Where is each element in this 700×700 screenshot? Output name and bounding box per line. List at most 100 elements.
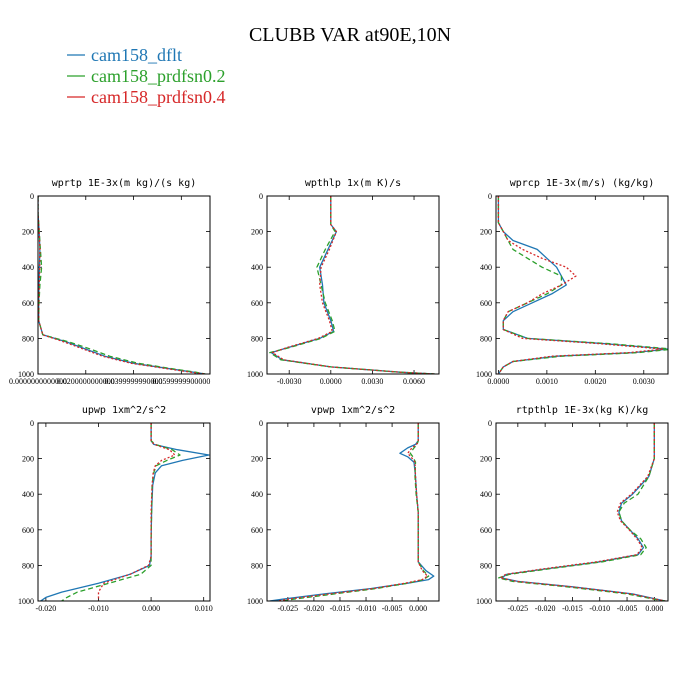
x-tick-label: -0.020: [535, 604, 556, 613]
y-tick-label: 400: [22, 263, 34, 272]
legend-entry: cam158_dflt: [67, 45, 182, 65]
x-tick-label: 0.0399999990000: [105, 377, 163, 386]
panels: wprtp 1E-3x(m kg)/(s kg) 0 200 400 600 800 100…: [9, 178, 669, 613]
y-tick-label: 800: [251, 561, 263, 570]
series-line: [500, 423, 666, 601]
y-tick-label: 0: [259, 192, 263, 201]
x-tick-label: -0.005: [382, 604, 403, 613]
plot-frame: [266, 422, 440, 602]
x-tick-label: 0.0020: [584, 377, 606, 386]
y-tick-label: 800: [22, 561, 34, 570]
x-tick-label: 0.0599999900000: [152, 377, 210, 386]
y-tick-label: 1000: [18, 597, 34, 606]
y-tick-label: 600: [480, 526, 492, 535]
y-tick-label: 800: [251, 334, 263, 343]
x-tick-label: -0.020: [304, 604, 325, 613]
series-line: [271, 196, 435, 374]
y-tick-label: 400: [480, 490, 492, 499]
plot-frame: [266, 195, 440, 375]
y-tick-label: 400: [22, 490, 34, 499]
x-tick-label: 0.0000000000000: [9, 377, 67, 386]
x-tick-label: 0.0000: [320, 377, 342, 386]
x-tick-label: 0.0030: [361, 377, 383, 386]
series-line: [38, 196, 206, 374]
chart-panel: rtpthlp 1E-3x(kg K)/kg 0 200 400 600 800 1000 -…: [476, 405, 669, 613]
y-tick-label: 0: [488, 419, 492, 428]
chart-panel: upwp 1xm^2/s^2 0 200 400 600 800 1000-0.020 -0.…: [18, 405, 213, 613]
x-tick-label: -0.010: [589, 604, 610, 613]
y-tick-label: 600: [480, 299, 492, 308]
x-tick-label: 0.0030: [633, 377, 655, 386]
y-tick-label: 0: [30, 419, 34, 428]
y-tick-label: 600: [22, 526, 34, 535]
x-tick-label: 0.000: [645, 604, 663, 613]
y-tick-label: 1000: [247, 370, 263, 379]
y-tick-label: 400: [251, 490, 263, 499]
series-line: [282, 423, 430, 601]
series-line: [498, 423, 666, 601]
y-tick-label: 600: [251, 526, 263, 535]
y-tick-label: 200: [251, 228, 263, 237]
chart-panel: vpwp 1xm^2/s^2 0 200 400 600 800 1000 -0.025 -0.…: [247, 405, 440, 613]
y-tick-label: 0: [259, 419, 263, 428]
legend-label: cam158_prdfsn0.2: [91, 66, 225, 86]
plot-frame: [495, 195, 669, 375]
y-tick-label: 1000: [18, 370, 34, 379]
x-tick-label: -0.015: [562, 604, 583, 613]
x-tick-label: -0.025: [508, 604, 529, 613]
x-tick-label: 0.000: [142, 604, 160, 613]
panel-title: wprtp 1E-3x(m kg)/(s kg): [52, 178, 197, 189]
chart-panel: wprcp 1E-3x(m/s) (kg/kg) 0 200 400 600 800 100…: [476, 178, 669, 386]
series-line: [499, 423, 666, 601]
x-tick-label: -0.005: [617, 604, 638, 613]
legend-label: cam158_prdfsn0.4: [91, 87, 225, 107]
chart-panel: wprtp 1E-3x(m kg)/(s kg) 0 200 400 600 800 100…: [9, 178, 211, 386]
legend-label: cam158_dflt: [91, 45, 182, 65]
plot-frame: [495, 422, 669, 602]
x-tick-label: -0.0030: [277, 377, 302, 386]
y-tick-label: 200: [251, 455, 263, 464]
legend-entry: cam158_prdfsn0.4: [67, 87, 225, 107]
legend-entry: cam158_prdfsn0.2: [67, 66, 225, 86]
series-line: [277, 423, 429, 601]
y-tick-label: 600: [251, 299, 263, 308]
x-tick-label: -0.010: [88, 604, 109, 613]
series-line: [269, 196, 435, 374]
y-tick-label: 400: [480, 263, 492, 272]
series-line: [38, 196, 206, 374]
x-tick-label: -0.025: [278, 604, 299, 613]
x-tick-label: -0.010: [356, 604, 377, 613]
x-tick-label: 0.000: [409, 604, 427, 613]
panel-title: upwp 1xm^2/s^2: [82, 405, 166, 416]
y-tick-label: 1000: [476, 370, 492, 379]
y-tick-label: 0: [488, 192, 492, 201]
y-tick-label: 200: [480, 228, 492, 237]
y-tick-label: 400: [251, 263, 263, 272]
x-tick-label: 0.0060: [403, 377, 425, 386]
y-tick-label: 1000: [476, 597, 492, 606]
x-tick-label: 0.0000: [487, 377, 509, 386]
y-tick-label: 1000: [247, 597, 263, 606]
panel-title: vpwp 1xm^2/s^2: [311, 405, 395, 416]
legend: cam158_dflt cam158_prdfsn0.2 cam158_prdf…: [67, 45, 225, 107]
panel-title: rtpthlp 1E-3x(kg K)/kg: [516, 405, 648, 416]
series-line: [38, 196, 206, 374]
y-tick-label: 600: [22, 299, 34, 308]
series-line: [270, 196, 435, 374]
x-tick-label: 0.0200000000000: [57, 377, 115, 386]
series-line: [269, 423, 435, 601]
figure-title: CLUBB VAR at90E,10N: [249, 24, 451, 46]
series-line: [61, 423, 181, 601]
panel-title: wpthlp 1x(m K)/s: [305, 178, 401, 189]
series-line: [40, 423, 210, 601]
y-tick-label: 800: [480, 334, 492, 343]
x-tick-label: 0.010: [195, 604, 213, 613]
x-tick-label: -0.020: [36, 604, 57, 613]
y-tick-label: 200: [22, 455, 34, 464]
series-line: [97, 423, 176, 601]
y-tick-label: 800: [480, 561, 492, 570]
y-tick-label: 0: [30, 192, 34, 201]
panel-title: wprcp 1E-3x(m/s) (kg/kg): [510, 178, 655, 189]
y-tick-label: 200: [22, 228, 34, 237]
